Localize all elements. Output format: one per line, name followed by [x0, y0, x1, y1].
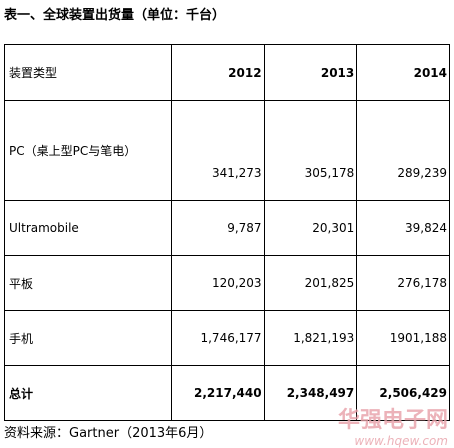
- value-cell: 2,506,429: [356, 365, 450, 421]
- table-row: Ultramobile 9,787 20,301 39,824: [4, 200, 450, 256]
- header-row: 装置类型 2012 2013 2014: [4, 44, 450, 101]
- table-body: 装置类型 2012 2013 2014 PC（桌上型PC与笔电） 341,273 305,1…: [4, 44, 450, 421]
- title: 表一、全球装置出货量（单位：千台）: [4, 8, 226, 23]
- header-cell: 2013: [263, 44, 358, 101]
- value-cell: 289,239: [356, 100, 450, 201]
- value-cell: 39,824: [356, 200, 450, 256]
- table-row: 平板 120,203 201,825 276,178: [4, 255, 450, 311]
- label-cell: Ultramobile: [4, 200, 172, 256]
- value-cell: 201,825: [263, 255, 358, 311]
- header-cell: 装置类型: [4, 44, 172, 101]
- value-cell: 9,787: [170, 200, 265, 256]
- label-cell: 总计: [4, 365, 172, 421]
- table-row: 手机 1,746,177 1,821,193 1901,188: [4, 310, 450, 366]
- watermark-url: www.hqew.com: [354, 434, 448, 448]
- value-cell: 1,746,177: [170, 310, 265, 366]
- value-cell: 2,217,440: [170, 365, 265, 421]
- value-cell: 1901,188: [356, 310, 450, 366]
- table-row: 总计 2,217,440 2,348,497 2,506,429: [4, 365, 450, 421]
- label-cell: PC（桌上型PC与笔电）: [4, 100, 172, 201]
- value-cell: 120,203: [170, 255, 265, 311]
- value-cell: 341,273: [170, 100, 265, 201]
- value-cell: 276,178: [356, 255, 450, 311]
- watermark-name: 华强电子网: [337, 408, 448, 433]
- shipment-table: 装置类型 2012 2013 2014 PC（桌上型PC与笔电） 341,273 305,1…: [4, 44, 450, 421]
- header-cell: 2014: [356, 44, 450, 101]
- source-note: 资料来源：Gartner（2013年6月）: [4, 426, 213, 441]
- watermark: 华强电子网 www.hqew.com: [338, 402, 448, 448]
- table-row: PC（桌上型PC与笔电） 341,273 305,178 289,239: [4, 100, 450, 201]
- label-cell: 平板: [4, 255, 172, 311]
- value-cell: 20,301: [263, 200, 358, 256]
- value-cell: 1,821,193: [263, 310, 358, 366]
- label-cell: 手机: [4, 310, 172, 366]
- value-cell: 305,178: [263, 100, 358, 201]
- header-cell: 2012: [170, 44, 265, 101]
